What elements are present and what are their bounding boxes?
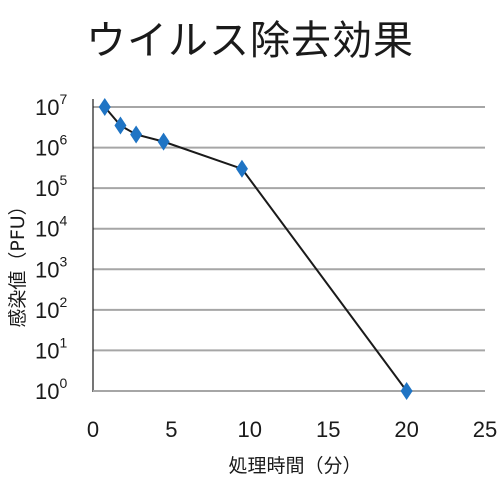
series: [98, 98, 413, 400]
y-tick-labels: 100 101 102 103 104 105 106 107: [35, 91, 67, 404]
data-point-5: [400, 382, 413, 400]
data-point-4: [235, 159, 248, 178]
x-tick-label-2: 10: [238, 417, 262, 442]
y-tick-label-7: 107: [35, 91, 67, 120]
y-tick-label-1: 101: [35, 334, 67, 363]
y-tick-label-2: 102: [35, 294, 67, 323]
data-point-0: [98, 98, 111, 116]
x-tick-label-5: 25: [473, 417, 497, 442]
y-tick-label-3: 103: [35, 253, 67, 282]
x-axis-label: 処理時間（分）: [228, 455, 361, 477]
grid-lines: [93, 106, 485, 392]
y-tick-label-0: 100: [35, 375, 67, 404]
axes: [92, 99, 485, 392]
x-tick-label-1: 5: [165, 417, 177, 442]
y-tick-label-5: 105: [35, 172, 67, 201]
x-tick-label-0: 0: [87, 417, 99, 442]
y-tick-label-6: 106: [35, 132, 67, 161]
chart-title: ウイルス除去効果: [86, 18, 414, 64]
x-tick-labels: 0 5 10 15 20 25: [87, 417, 497, 442]
x-tick-label-3: 15: [316, 417, 340, 442]
data-point-2: [130, 125, 143, 144]
y-axis-label: 感染値（PFU）: [7, 196, 29, 327]
data-point-1: [114, 116, 127, 135]
data-point-3: [157, 132, 170, 151]
y-tick-label-4: 104: [35, 213, 67, 242]
x-tick-label-4: 20: [394, 417, 418, 442]
series-line-0: [103, 106, 408, 392]
